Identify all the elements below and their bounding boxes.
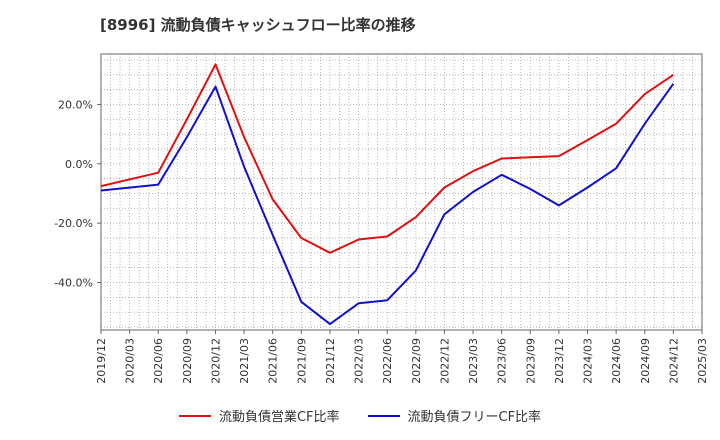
x-tick-label: 2020/09	[181, 338, 194, 384]
x-tick-label: 2019/12	[95, 338, 108, 384]
x-tick-label: 2020/12	[209, 338, 222, 384]
x-tick-label: 2021/12	[324, 338, 337, 384]
legend: 流動負債営業CF比率 流動負債フリーCF比率	[0, 406, 720, 425]
x-tick-label: 2021/09	[295, 338, 308, 384]
chart-title: [8996] 流動負債キャッシュフロー比率の推移	[100, 16, 416, 34]
x-tick-label: 2021/03	[238, 338, 251, 384]
plot-frame	[100, 53, 703, 331]
legend-item-operating-cf: 流動負債営業CF比率	[178, 406, 340, 425]
x-tick-label: 2022/09	[410, 338, 423, 384]
series-line-operating-cf	[100, 63, 674, 254]
y-tick-label: 0.0%	[65, 158, 93, 171]
y-tick-label: -20.0%	[54, 217, 93, 230]
x-tick-label: 2023/12	[553, 338, 566, 384]
x-tick-label: 2022/06	[381, 338, 394, 384]
grid	[101, 54, 702, 330]
y-tick-label: 20.0%	[58, 98, 93, 111]
x-tick-label: 2024/12	[667, 338, 680, 384]
legend-swatch-free-cf	[367, 414, 400, 417]
x-tick-label: 2022/12	[438, 338, 451, 384]
series-group	[100, 63, 675, 326]
x-tick-label: 2021/06	[267, 338, 280, 384]
x-tick-label: 2020/06	[152, 338, 165, 384]
x-axis: 2019/12 2020/03 2020/06 2020/09 2020/12 2021/…	[95, 330, 709, 384]
x-tick-label: 2024/06	[610, 338, 623, 384]
x-tick-label: 2023/03	[467, 338, 480, 384]
x-tick-label: 2025/03	[696, 338, 709, 384]
y-axis: 20.0% 0.0% -20.0% -40.0%	[54, 98, 101, 290]
legend-swatch-operating-cf	[178, 414, 211, 417]
y-tick-label: -40.0%	[54, 277, 93, 290]
x-tick-label: 2022/03	[353, 338, 366, 384]
series-line-free-cf	[100, 83, 675, 326]
x-tick-label: 2020/03	[124, 338, 137, 384]
x-tick-label: 2024/03	[582, 338, 595, 384]
x-tick-label: 2023/09	[524, 338, 537, 384]
legend-label-free-cf: 流動負債フリーCF比率	[407, 410, 542, 425]
x-tick-label: 2023/06	[496, 338, 509, 384]
legend-label-operating-cf: 流動負債営業CF比率	[218, 410, 340, 425]
legend-item-free-cf: 流動負債フリーCF比率	[367, 406, 542, 425]
x-tick-label: 2024/09	[639, 338, 652, 384]
